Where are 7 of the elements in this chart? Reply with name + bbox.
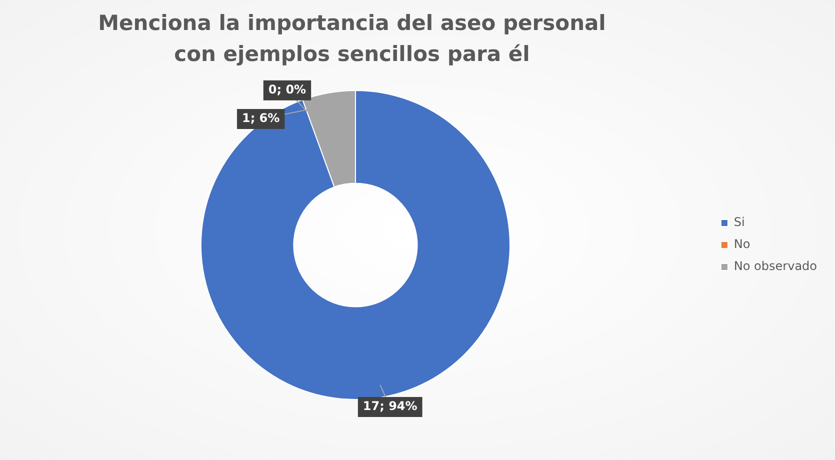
legend-label: No observado xyxy=(734,259,818,274)
legend-label: No xyxy=(734,237,750,252)
data-label: 1; 6% xyxy=(242,111,280,126)
legend-label: Si xyxy=(734,215,745,230)
text: 0; 0% xyxy=(268,82,306,97)
chart-title: Menciona la importancia del aseo personal con ejemplos sencillos para él xyxy=(97,10,607,68)
data-label: 17; 94% xyxy=(362,399,418,414)
